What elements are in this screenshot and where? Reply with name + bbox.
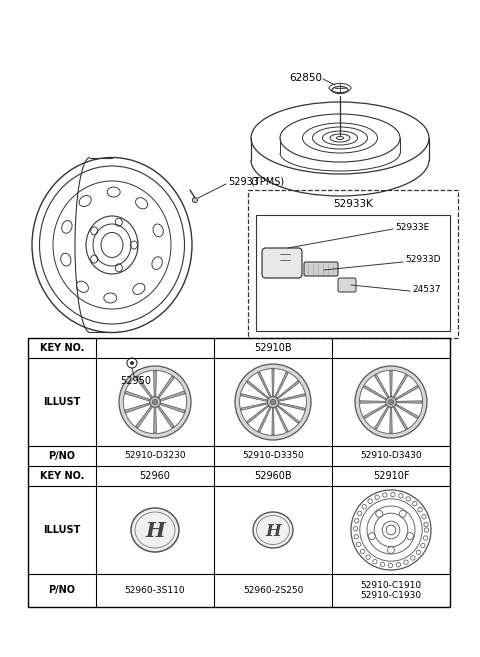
Circle shape (192, 198, 197, 202)
Text: P/NO: P/NO (48, 585, 75, 595)
Polygon shape (272, 369, 274, 396)
Polygon shape (364, 404, 387, 419)
Circle shape (153, 399, 157, 405)
Polygon shape (374, 374, 389, 397)
Circle shape (355, 366, 427, 438)
Text: 52910F: 52910F (373, 471, 409, 481)
Polygon shape (393, 406, 408, 430)
Polygon shape (277, 381, 299, 399)
Text: 52960-2S250: 52960-2S250 (243, 586, 303, 595)
Text: 52910-D3230: 52910-D3230 (124, 451, 186, 461)
Text: 52910-D3350: 52910-D3350 (242, 451, 304, 461)
FancyBboxPatch shape (262, 248, 302, 278)
Polygon shape (396, 401, 422, 403)
Text: 52933D: 52933D (405, 256, 441, 265)
Polygon shape (396, 404, 419, 419)
Text: 52960-3S110: 52960-3S110 (125, 586, 185, 595)
Polygon shape (396, 386, 419, 400)
Polygon shape (360, 401, 385, 403)
Text: 52910-C1910
52910-C1930: 52910-C1910 52910-C1930 (360, 581, 421, 600)
Circle shape (235, 364, 311, 440)
Text: 52933E: 52933E (395, 223, 429, 231)
Polygon shape (241, 403, 268, 411)
Polygon shape (275, 372, 288, 397)
Text: H: H (145, 521, 165, 541)
FancyBboxPatch shape (338, 278, 356, 292)
Bar (28, 338, 450, 607)
Circle shape (119, 366, 191, 438)
Circle shape (240, 369, 306, 436)
Bar (256, 215, 450, 331)
Text: 52950: 52950 (120, 376, 152, 386)
Circle shape (150, 397, 160, 407)
Polygon shape (278, 403, 305, 411)
Polygon shape (258, 372, 271, 397)
Circle shape (267, 396, 279, 408)
Polygon shape (278, 394, 305, 401)
Text: ILLUST: ILLUST (43, 525, 81, 535)
Text: KEY NO.: KEY NO. (40, 471, 84, 481)
FancyBboxPatch shape (304, 262, 338, 276)
Polygon shape (364, 386, 387, 400)
Polygon shape (247, 381, 269, 399)
Polygon shape (125, 403, 150, 413)
Text: 62850: 62850 (289, 73, 322, 83)
Polygon shape (157, 406, 174, 428)
Polygon shape (390, 371, 392, 397)
Circle shape (130, 361, 134, 365)
Text: 24537: 24537 (412, 286, 441, 294)
Polygon shape (125, 391, 150, 401)
Polygon shape (275, 407, 288, 432)
Polygon shape (157, 376, 174, 398)
Text: KEY NO.: KEY NO. (40, 343, 84, 353)
Circle shape (123, 371, 187, 434)
Polygon shape (136, 376, 153, 398)
Polygon shape (154, 371, 156, 397)
Polygon shape (258, 407, 271, 432)
Text: H: H (265, 522, 281, 539)
Text: 52960: 52960 (140, 471, 170, 481)
Polygon shape (136, 406, 153, 428)
Text: P/NO: P/NO (48, 451, 75, 461)
Circle shape (270, 399, 276, 405)
Text: 52960B: 52960B (254, 471, 292, 481)
Text: (TPMS): (TPMS) (250, 176, 284, 186)
Polygon shape (277, 405, 299, 423)
Ellipse shape (253, 512, 293, 548)
Polygon shape (390, 407, 392, 433)
Polygon shape (272, 407, 274, 435)
Polygon shape (160, 403, 185, 413)
Polygon shape (154, 407, 156, 433)
Circle shape (388, 399, 394, 405)
Circle shape (360, 371, 423, 434)
Ellipse shape (131, 508, 179, 552)
Text: 52910B: 52910B (254, 343, 292, 353)
Text: ILLUST: ILLUST (43, 397, 81, 407)
Polygon shape (393, 374, 408, 397)
Polygon shape (374, 406, 389, 430)
Text: 52933: 52933 (228, 177, 259, 187)
Text: 52933K: 52933K (333, 199, 373, 209)
Polygon shape (241, 394, 268, 401)
Polygon shape (247, 405, 269, 423)
Polygon shape (160, 391, 185, 401)
Circle shape (385, 397, 396, 407)
Text: 52910-D3430: 52910-D3430 (360, 451, 422, 461)
